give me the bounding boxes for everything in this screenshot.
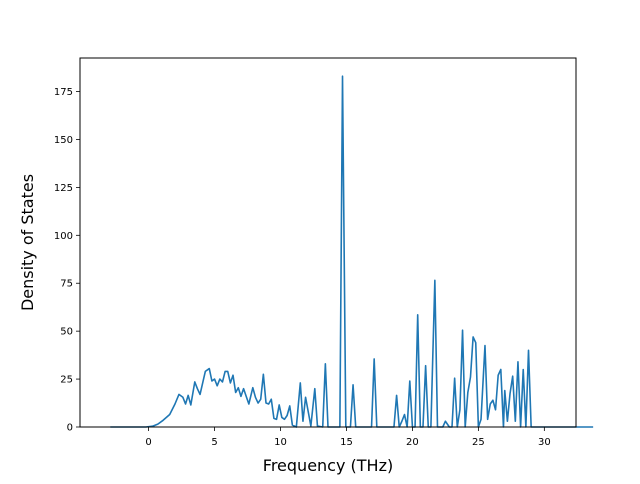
x-axis-label: Frequency (THz): [263, 456, 393, 475]
y-tick-label: 125: [54, 183, 73, 194]
y-tick-label: 150: [54, 135, 73, 146]
plot-layer: [110, 75, 594, 428]
y-axis-ticks: 0 25 50 75 100 125 150 175: [54, 87, 80, 434]
x-tick-label: 30: [538, 437, 551, 448]
y-axis-label: Density of States: [18, 174, 37, 311]
x-tick-label: 15: [340, 437, 353, 448]
x-axis-ticks: 0 5 10 15 20 25 30: [145, 427, 551, 448]
y-tick-label: 75: [60, 279, 73, 290]
y-tick-label: 100: [54, 231, 73, 242]
plot-frame: [79, 57, 577, 428]
series-line-0: [110, 75, 594, 428]
x-tick-label: 0: [145, 437, 151, 448]
x-tick-label: 25: [472, 437, 485, 448]
x-tick-label: 20: [406, 437, 419, 448]
y-tick-label: 175: [54, 87, 73, 98]
x-tick-label: 10: [274, 437, 287, 448]
y-tick-label: 0: [67, 423, 73, 434]
y-tick-label: 25: [60, 375, 73, 386]
y-tick-label: 50: [60, 327, 73, 338]
x-tick-label: 5: [211, 437, 217, 448]
